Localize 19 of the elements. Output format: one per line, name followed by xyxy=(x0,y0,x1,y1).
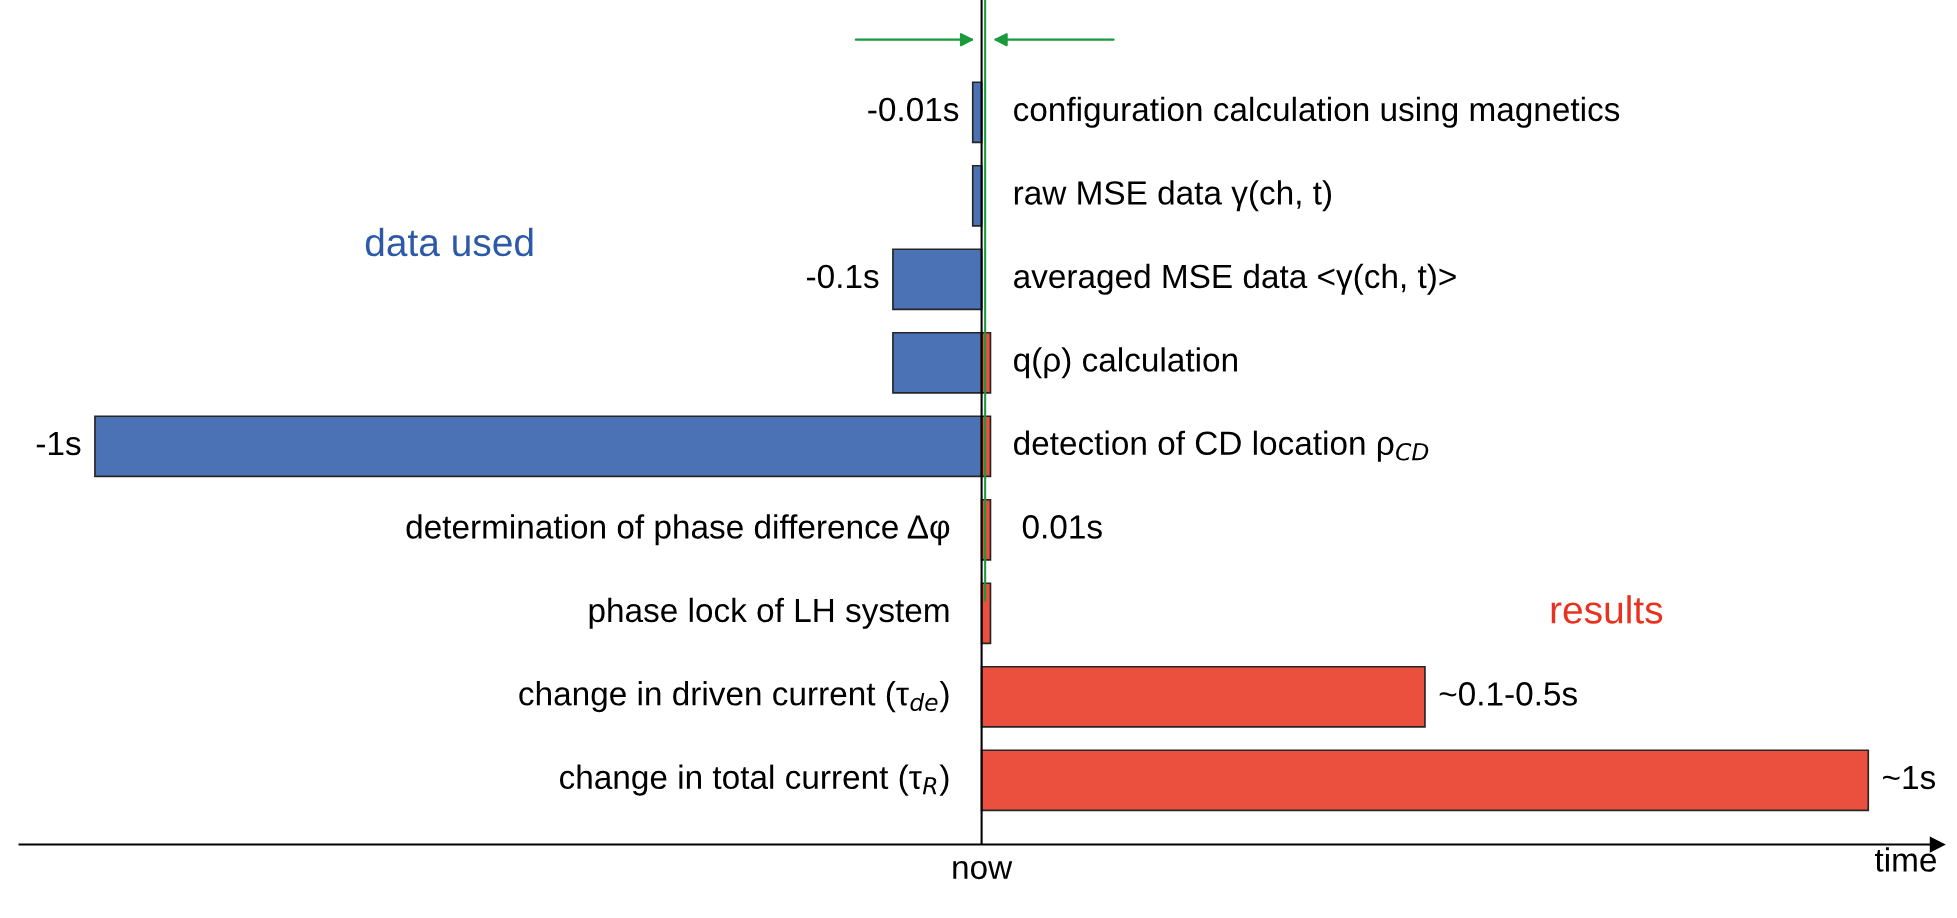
y-tick-label: change in total current (τ$_{R}$) xyxy=(559,764,949,796)
x-axis-title: time xyxy=(1874,847,1936,872)
y-tick-label: configuration calculation using magnetics xyxy=(1014,96,1620,128)
data-label: -0.1s xyxy=(807,264,879,289)
data-label: 0.01s xyxy=(1022,515,1102,539)
y-tick-label: q(ρ) calculation xyxy=(1014,347,1237,379)
data-label: ~1s xyxy=(1883,765,1936,790)
y-tick-label: phase lock of LH system xyxy=(589,597,949,629)
data-label: -1s xyxy=(36,431,81,456)
y-tick-label: averaged MSE data <γ(ch, t)> xyxy=(1014,263,1456,295)
y-tick-label: change in driven current (τ$_{de}$) xyxy=(519,681,949,713)
data-label: -0.01s xyxy=(868,97,959,122)
y-tick-label: detection of CD location ρ$_{CD}$ xyxy=(1014,430,1429,462)
text: data used xyxy=(365,227,533,257)
y-tick-label: raw MSE data γ(ch, t) xyxy=(1014,180,1332,212)
text: now xyxy=(953,860,1013,880)
y-tick-label: determination of phase difference Δφ xyxy=(406,514,950,546)
text: results xyxy=(1551,595,1663,624)
data-label: ~0.1-0.5s xyxy=(1439,682,1577,706)
